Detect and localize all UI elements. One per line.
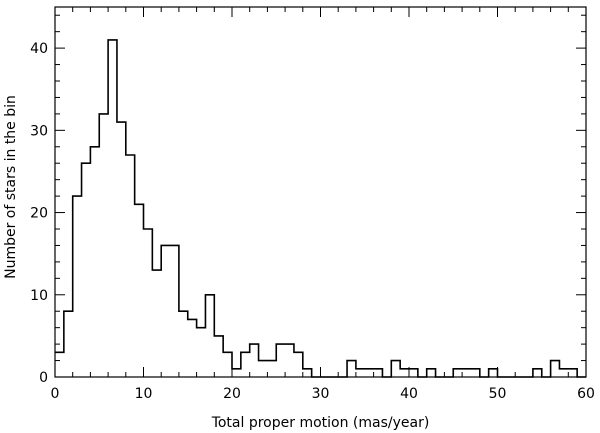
y-tick-label: 0 [39, 370, 48, 386]
x-tick-label: 60 [577, 386, 595, 402]
x-tick-labels: 0 10 20 30 40 50 60 [51, 386, 595, 402]
y-tick-labels: 0 10 20 30 40 [30, 41, 48, 386]
plot-frame [54, 6, 587, 378]
y-tick-label: 20 [30, 206, 48, 222]
x-tick-label: 30 [312, 386, 330, 402]
y-tick-label: 40 [30, 41, 48, 57]
x-tick-label: 50 [489, 386, 507, 402]
y-axis-label: Number of stars in the bin [3, 95, 19, 279]
x-tick-label: 10 [135, 386, 153, 402]
histogram-series [55, 39, 586, 378]
x-tick-label: 20 [223, 386, 241, 402]
x-axis-label: Total proper motion (mas/year) [211, 415, 430, 431]
y-tick-label: 10 [30, 288, 48, 304]
y-tick-label: 30 [30, 123, 48, 139]
x-tick-label: 40 [400, 386, 418, 402]
x-tick-label: 0 [51, 386, 60, 402]
